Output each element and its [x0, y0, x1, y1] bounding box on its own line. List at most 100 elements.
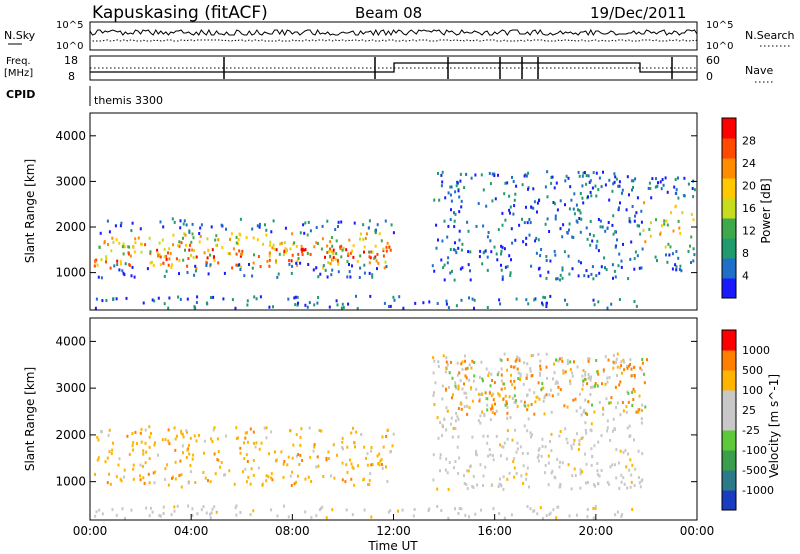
heatmap-cell	[167, 483, 170, 487]
heatmap-cell	[436, 505, 439, 508]
heatmap-cell	[590, 422, 593, 426]
heatmap-cell	[501, 245, 504, 249]
freq-right-label: Nave	[745, 64, 773, 77]
heatmap-cell	[473, 306, 475, 310]
heatmap-cell	[609, 438, 612, 442]
heatmap-cell	[398, 295, 401, 299]
heatmap-cell	[217, 459, 220, 462]
heatmap-cell	[518, 223, 521, 227]
y-axis-tick-label: 3000	[55, 174, 86, 188]
heatmap-cell	[459, 379, 462, 383]
heatmap-cell	[675, 191, 678, 195]
heatmap-cell	[133, 275, 136, 279]
heatmap-cell	[297, 301, 299, 305]
heatmap-cell	[237, 238, 240, 242]
heatmap-cell	[308, 301, 311, 305]
heatmap-cell	[479, 414, 482, 418]
heatmap-cell	[590, 375, 593, 379]
heatmap-cell	[259, 265, 262, 268]
heatmap-cell	[561, 235, 564, 239]
heatmap-cell	[450, 208, 452, 212]
heatmap-cell	[620, 364, 623, 368]
heatmap-cell	[656, 259, 658, 263]
heatmap-cell	[594, 504, 597, 508]
heatmap-cell	[596, 239, 599, 243]
heatmap-cell	[263, 426, 266, 430]
heatmap-cell	[506, 437, 509, 441]
heatmap-cell	[388, 245, 391, 249]
heatmap-cell	[230, 232, 233, 236]
heatmap-cell	[111, 236, 114, 240]
heatmap-cell	[221, 246, 224, 250]
heatmap-cell	[544, 222, 547, 226]
x-axis-tick-label: 20:00	[579, 524, 614, 538]
heatmap-cell	[385, 245, 388, 249]
heatmap-cell	[539, 367, 542, 371]
heatmap-cell	[573, 212, 576, 216]
heatmap-cell	[148, 445, 151, 449]
heatmap-cell	[640, 417, 643, 421]
heatmap-cell	[318, 429, 321, 432]
heatmap-cell	[514, 359, 517, 363]
heatmap-cell	[539, 506, 542, 510]
heatmap-cell	[346, 275, 349, 279]
heatmap-cell	[107, 433, 110, 437]
heatmap-cell	[489, 453, 492, 457]
heatmap-cell	[316, 301, 319, 305]
colorbar-tick-label: 24	[742, 157, 756, 170]
heatmap-cell	[675, 268, 678, 272]
heatmap-cell	[633, 219, 636, 223]
heatmap-cell	[526, 394, 528, 398]
heatmap-cell	[471, 435, 474, 439]
heatmap-cell	[363, 245, 366, 249]
heatmap-cell	[188, 452, 191, 456]
heatmap-cell	[337, 225, 339, 228]
heatmap-cell	[115, 297, 118, 301]
heatmap-cell	[215, 510, 218, 514]
heatmap-cell	[604, 355, 607, 359]
heatmap-cell	[268, 305, 271, 309]
heatmap-cell	[623, 482, 626, 486]
heatmap-cell	[291, 253, 294, 257]
heatmap-cell	[481, 392, 484, 396]
heatmap-cell	[378, 452, 381, 456]
heatmap-cell	[591, 385, 594, 389]
heatmap-cell	[359, 266, 362, 270]
heatmap-cell	[458, 195, 461, 199]
heatmap-cell	[495, 434, 498, 438]
colorbar-segment	[722, 430, 736, 451]
heatmap-cell	[159, 255, 162, 259]
heatmap-cell	[622, 409, 625, 413]
heatmap-cell	[110, 249, 113, 253]
heatmap-cell	[119, 477, 122, 481]
heatmap-cell	[606, 380, 609, 384]
heatmap-cell	[368, 479, 371, 483]
heatmap-cell	[325, 516, 328, 520]
heatmap-cell	[513, 379, 516, 383]
heatmap-cell	[439, 421, 442, 424]
heatmap-cell	[153, 299, 156, 303]
heatmap-cell	[618, 184, 621, 188]
heatmap-cell	[594, 382, 597, 385]
heatmap-cell	[632, 186, 634, 189]
heatmap-cell	[585, 182, 588, 186]
heatmap-cell	[626, 175, 629, 179]
heatmap-cell	[605, 268, 608, 272]
heatmap-cell	[689, 244, 691, 248]
heatmap-cell	[358, 276, 361, 279]
heatmap-cell	[121, 507, 124, 511]
heatmap-cell	[198, 240, 201, 244]
heatmap-cell	[182, 258, 185, 262]
heatmap-cell	[561, 276, 564, 280]
heatmap-cell	[632, 365, 635, 369]
heatmap-cell	[516, 441, 519, 445]
heatmap-cell	[492, 507, 495, 511]
heatmap-cell	[131, 221, 134, 225]
heatmap-cell	[584, 452, 586, 456]
velocity-colorbar-title: Velocity [m s^-1]	[767, 374, 781, 478]
heatmap-cell	[252, 261, 255, 265]
heatmap-cell	[597, 300, 600, 304]
heatmap-cell	[604, 183, 607, 187]
heatmap-cell	[94, 260, 97, 264]
